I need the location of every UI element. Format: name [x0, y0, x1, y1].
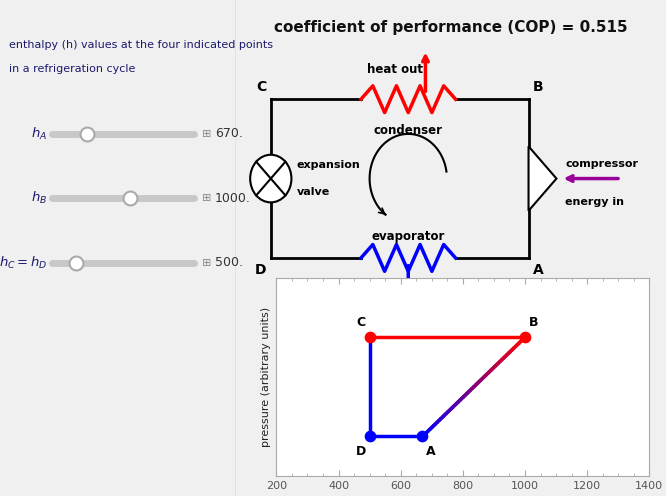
Text: B: B: [533, 80, 543, 94]
Text: expansion: expansion: [296, 160, 360, 170]
Text: $h_B$: $h_B$: [31, 190, 47, 206]
Text: A: A: [533, 263, 543, 277]
Point: [417, 433, 428, 440]
Text: 1000.: 1000.: [215, 192, 251, 205]
Text: evaporator: evaporator: [372, 230, 445, 243]
Text: valve: valve: [296, 187, 330, 197]
Text: ⊞: ⊞: [202, 193, 212, 203]
Text: ⊞: ⊞: [202, 258, 212, 268]
Text: ⊞: ⊞: [202, 129, 212, 139]
Text: 500.: 500.: [215, 256, 243, 269]
Text: C: C: [256, 80, 266, 94]
Text: D: D: [255, 263, 266, 277]
Text: energy in: energy in: [565, 197, 624, 207]
Circle shape: [250, 155, 292, 202]
Text: D: D: [356, 445, 366, 458]
Text: A: A: [426, 445, 436, 458]
Point: [364, 333, 375, 341]
Polygon shape: [529, 146, 557, 211]
Text: compressor: compressor: [565, 159, 638, 169]
Text: condenser: condenser: [374, 124, 443, 137]
Text: enthalpy (h) values at the four indicated points: enthalpy (h) values at the four indicate…: [9, 40, 274, 50]
Point: [519, 333, 530, 341]
Text: $h_C = h_D$: $h_C = h_D$: [0, 255, 47, 271]
Text: B: B: [529, 315, 538, 328]
Text: coefficient of performance (COP) = 0.515: coefficient of performance (COP) = 0.515: [274, 20, 628, 35]
Text: C: C: [357, 315, 366, 328]
Point: [364, 433, 375, 440]
Text: $h_A$: $h_A$: [31, 126, 47, 142]
Text: heat out: heat out: [368, 63, 424, 76]
Text: heat in: heat in: [385, 312, 432, 325]
Text: 670.: 670.: [215, 127, 243, 140]
Y-axis label: pressure (arbitrary units): pressure (arbitrary units): [261, 307, 271, 447]
Text: in a refrigeration cycle: in a refrigeration cycle: [9, 64, 136, 74]
